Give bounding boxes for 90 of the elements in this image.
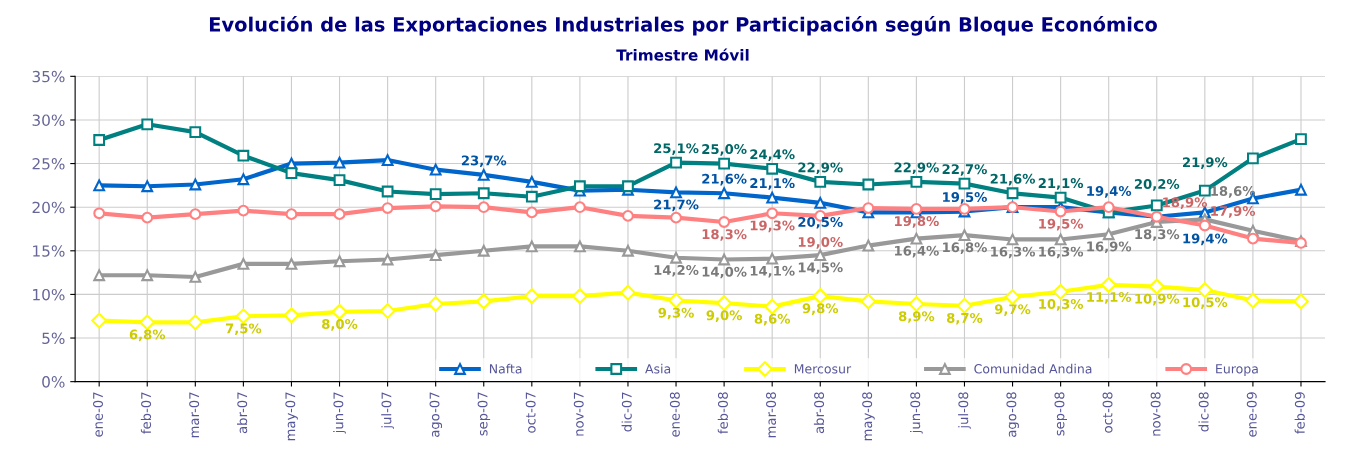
data-label: 9,3% <box>658 307 694 320</box>
x-tick-label: sep-08 <box>1054 392 1068 436</box>
x-tick-label: ene-07 <box>93 392 103 437</box>
data-label: 21,9% <box>1182 157 1228 169</box>
x-tick-label: feb-07 <box>140 392 152 434</box>
data-label: 9,0% <box>706 310 742 322</box>
data-label: 21,1% <box>1038 178 1084 190</box>
data-label: 21,1% <box>750 178 795 190</box>
y-tick-label: 5% <box>42 332 65 345</box>
data-label: 19,0% <box>798 236 843 249</box>
y-tick-label: 0% <box>42 376 65 388</box>
x-tick-label: oct-07 <box>525 392 536 433</box>
data-label: 19,3% <box>750 220 795 233</box>
data-label: 21,6% <box>990 173 1036 186</box>
data-label: 14,5% <box>798 262 843 274</box>
data-label: 8,7% <box>946 312 983 325</box>
data-label: 8,6% <box>754 313 791 326</box>
data-label: 10,5% <box>1183 297 1228 309</box>
data-label: 14,1% <box>750 265 795 278</box>
data-label: 21,6% <box>702 173 747 186</box>
x-tick-label: nov-08 <box>1150 392 1161 436</box>
y-tick-label: 10% <box>33 288 65 301</box>
legend-label: Comunidad Andina <box>974 363 1092 374</box>
data-label: 22,7% <box>942 164 987 176</box>
x-tick-label: abr-08 <box>813 392 825 434</box>
data-label: 19,4% <box>1087 185 1132 198</box>
y-tick-label: 15% <box>33 245 65 257</box>
x-tick-label: feb-08 <box>717 392 728 434</box>
y-tick-label: 30% <box>32 114 65 126</box>
data-label: 17,9% <box>1211 206 1256 218</box>
x-tick-label: nov-07 <box>573 392 584 436</box>
x-tick-label: jul-08 <box>958 392 971 429</box>
x-tick-label: mar-07 <box>189 392 200 438</box>
data-label: 16,3% <box>991 246 1036 259</box>
data-label: 6,8% <box>129 329 166 342</box>
data-label: 20,2% <box>1134 179 1180 191</box>
data-label: 9,7% <box>994 304 1031 316</box>
x-tick-label: sep-07 <box>477 392 491 436</box>
data-label: 24,4% <box>750 149 795 161</box>
legend-label: Nafta <box>489 363 522 374</box>
x-tick-label: mar-08 <box>766 392 777 438</box>
data-label: 19,8% <box>895 216 939 228</box>
x-tick-label: ene-08 <box>669 392 680 437</box>
data-label: 10,3% <box>1039 298 1084 311</box>
data-label: 16,9% <box>1087 241 1132 254</box>
x-tick-label: may-08 <box>862 392 875 441</box>
legend-label: Mercosur <box>794 364 852 374</box>
data-label: 23,7% <box>461 155 507 168</box>
data-label: 19,4% <box>1183 233 1228 246</box>
x-tick-label: jun-07 <box>333 392 346 434</box>
data-label: 19,5% <box>1039 218 1084 231</box>
x-tick-label: feb-09 <box>1294 392 1305 434</box>
data-label: 18,3% <box>1135 229 1180 241</box>
data-label: 16,4% <box>895 245 939 258</box>
legend-label: Europa <box>1216 364 1258 376</box>
data-label: 10,9% <box>1135 293 1180 306</box>
data-label: 22,9% <box>798 162 843 175</box>
data-label: 16,3% <box>1039 246 1084 259</box>
data-label: 18,3% <box>702 229 747 241</box>
data-label: 18,6% <box>1211 186 1256 198</box>
data-label: 20,5% <box>798 216 843 229</box>
x-tick-label: oct-08 <box>1102 392 1113 433</box>
x-tick-label: dic-07 <box>621 392 632 432</box>
x-tick-label: ago-08 <box>1006 392 1019 437</box>
x-tick-label: ene-09 <box>1246 392 1257 437</box>
chart-title: Evolución de las Exportaciones Industriales por Participación según Bloque Económico <box>209 15 1157 36</box>
legend-label: Asia <box>645 363 671 374</box>
data-label: 7,5% <box>225 323 262 336</box>
y-tick-label: 35% <box>32 70 65 83</box>
x-tick-label: jun-08 <box>910 392 923 434</box>
y-tick-label: 25% <box>32 158 65 170</box>
data-label: 21,7% <box>654 199 699 212</box>
data-label: 8,0% <box>322 319 358 331</box>
x-tick-label: may-07 <box>285 392 298 441</box>
data-label: 22,9% <box>894 162 939 175</box>
x-tick-label: dic-08 <box>1198 392 1209 432</box>
x-tick-label: abr-07 <box>237 392 248 434</box>
data-label: 14,0% <box>702 266 747 279</box>
data-label: 11,1% <box>1087 292 1132 304</box>
data-label: 19,5% <box>943 192 987 204</box>
data-label: 8,9% <box>898 311 935 323</box>
chart-subtitle: Trimestre Móvil <box>616 48 749 61</box>
x-tick-label: ago-07 <box>429 392 443 437</box>
x-tick-label: jul-07 <box>381 392 394 429</box>
data-label: 9,8% <box>802 303 839 315</box>
y-tick-label: 20% <box>32 201 65 214</box>
data-label: 25,0% <box>702 144 747 156</box>
data-label: 16,8% <box>943 242 987 254</box>
data-label: 25,1% <box>654 143 699 155</box>
data-label: 14,2% <box>654 264 699 277</box>
